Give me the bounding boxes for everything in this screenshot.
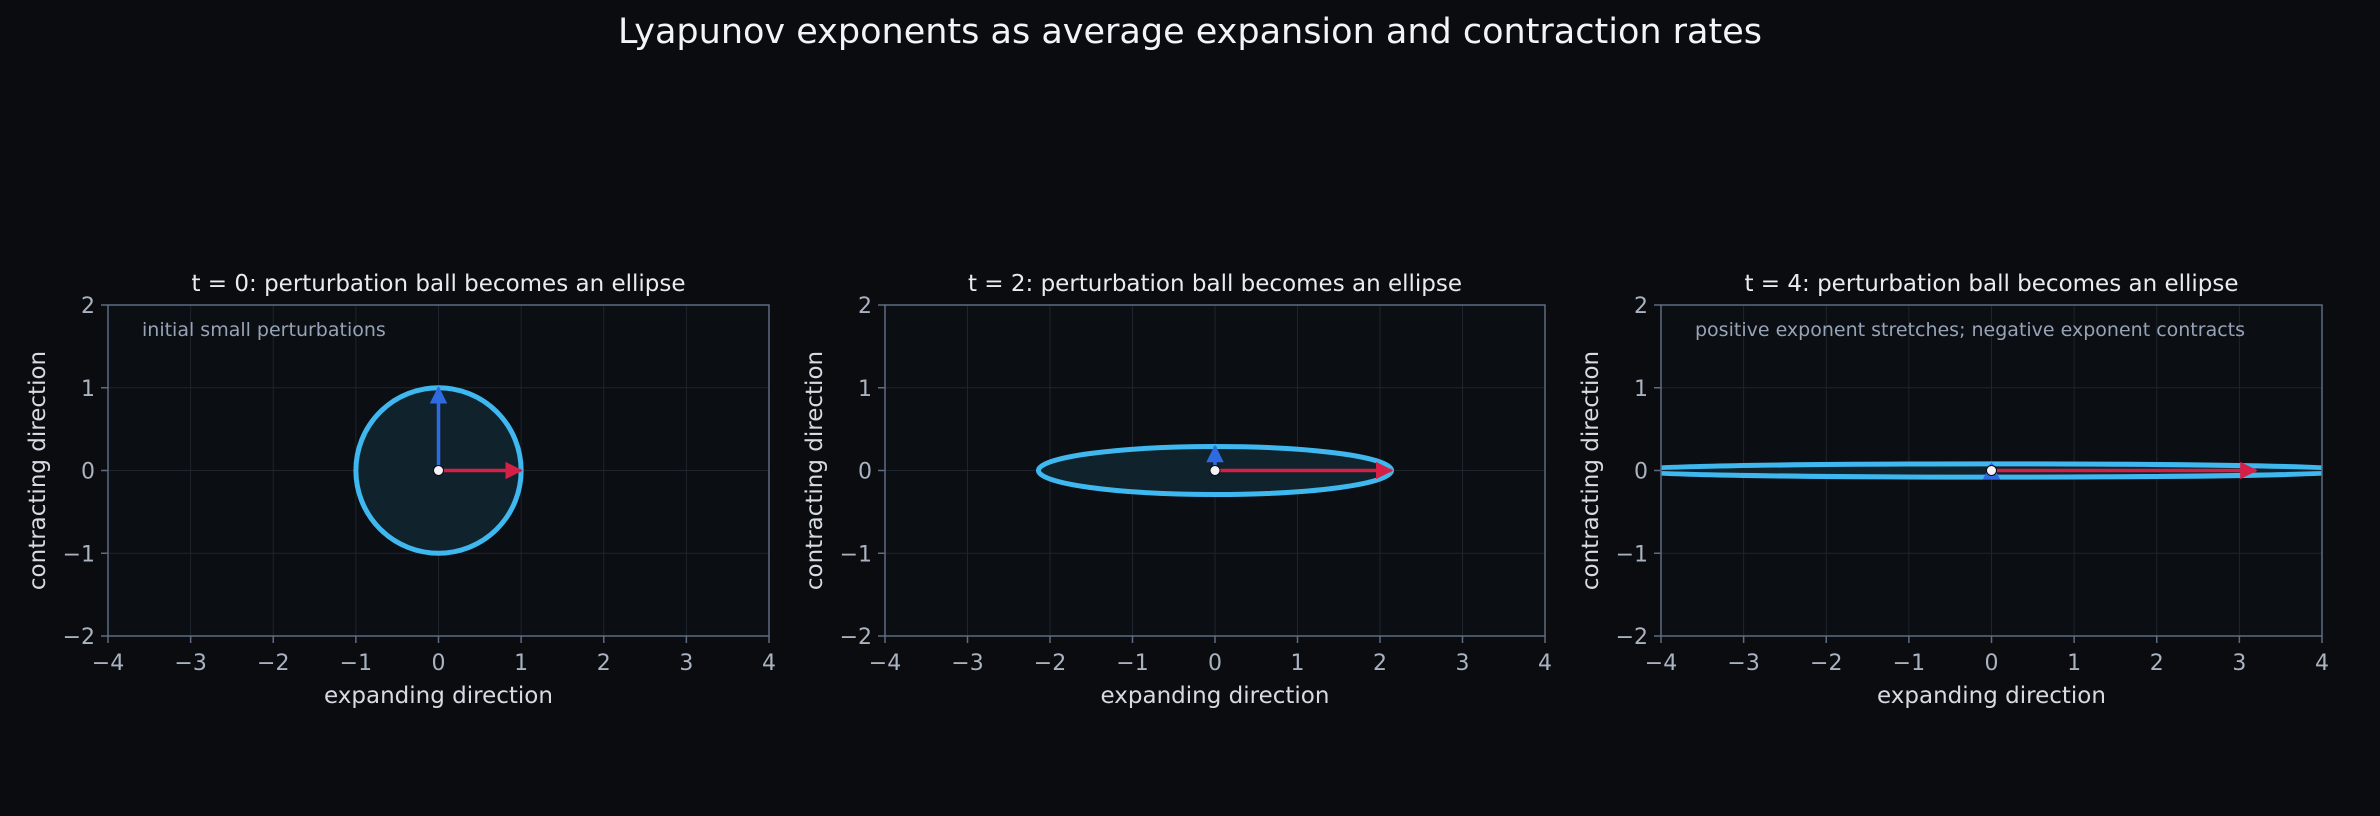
y-tick-label: −2 bbox=[840, 625, 872, 650]
y-axis-label: contracting direction bbox=[802, 351, 828, 590]
x-tick-label: 3 bbox=[1456, 651, 1470, 676]
y-axis-label: contracting direction bbox=[1578, 351, 1604, 590]
x-tick-label: 1 bbox=[1291, 651, 1305, 676]
plot-content bbox=[353, 385, 524, 556]
x-axis-label: expanding direction bbox=[1101, 683, 1330, 709]
center-point bbox=[1986, 465, 1997, 476]
x-tick-label: 2 bbox=[1373, 651, 1387, 676]
y-tick-label: 1 bbox=[1634, 377, 1648, 402]
x-tick-label: −4 bbox=[1645, 651, 1677, 676]
plot-content bbox=[1661, 461, 2322, 480]
x-tick-label: −2 bbox=[1034, 651, 1066, 676]
y-tick-label: 1 bbox=[81, 377, 95, 402]
x-tick-label: 4 bbox=[2315, 651, 2329, 676]
x-tick-label: −3 bbox=[1727, 651, 1759, 676]
y-tick-label: 1 bbox=[858, 377, 872, 402]
x-axis-label: expanding direction bbox=[1877, 683, 2106, 709]
panel-title: t = 0: perturbation ball becomes an elli… bbox=[191, 271, 685, 297]
x-tick-label: 2 bbox=[2150, 651, 2164, 676]
y-tick-label: 0 bbox=[1634, 460, 1648, 485]
x-tick-label: −4 bbox=[869, 651, 901, 676]
y-tick-label: 2 bbox=[858, 294, 872, 319]
panel-1: −4 −3 −2 −1 0 1 2 3 4 −2 −1 0 1 2 expanding direction c… bbox=[25, 271, 776, 709]
ticks: −4 −3 −2 −1 0 1 2 3 4 −2 −1 0 1 2 bbox=[1616, 294, 2329, 676]
x-axis-label: expanding direction bbox=[324, 683, 553, 709]
center-point bbox=[1209, 465, 1221, 476]
y-tick-label: −2 bbox=[1616, 625, 1648, 650]
panel-title: t = 4: perturbation ball becomes an elli… bbox=[1744, 271, 2238, 297]
y-tick-label: 0 bbox=[81, 460, 95, 485]
x-tick-label: 3 bbox=[2232, 651, 2246, 676]
x-tick-label: −1 bbox=[340, 651, 372, 676]
center-point bbox=[433, 465, 444, 476]
x-tick-label: 0 bbox=[1208, 651, 1222, 676]
x-tick-label: 0 bbox=[1985, 651, 1999, 676]
ticks: −4 −3 −2 −1 0 1 2 3 4 −2 −1 0 1 2 bbox=[63, 294, 776, 676]
ticks: −4 −3 −2 −1 0 1 2 3 4 −2 −1 0 1 2 bbox=[840, 294, 1552, 676]
y-tick-label: −2 bbox=[63, 625, 95, 650]
panel-3: −4 −3 −2 −1 0 1 2 3 4 −2 −1 0 1 2 expanding direction c… bbox=[1578, 271, 2329, 709]
y-axis-label: contracting direction bbox=[25, 351, 51, 590]
x-tick-label: 3 bbox=[679, 651, 693, 676]
panel-annotation: positive exponent stretches; negative ex… bbox=[1695, 319, 2245, 341]
x-tick-label: −2 bbox=[257, 651, 289, 676]
x-tick-label: −1 bbox=[1893, 651, 1925, 676]
x-tick-label: −3 bbox=[951, 651, 983, 676]
y-tick-label: 2 bbox=[1634, 294, 1648, 319]
y-tick-label: 0 bbox=[858, 460, 872, 485]
figure-title: Lyapunov exponents as average expansion … bbox=[618, 12, 1762, 52]
panel-annotation: initial small perturbations bbox=[142, 319, 386, 341]
x-tick-label: 0 bbox=[432, 651, 446, 676]
y-tick-label: 2 bbox=[81, 294, 95, 319]
panel-2: −4 −3 −2 −1 0 1 2 3 4 −2 −1 0 1 2 expanding direction c… bbox=[802, 271, 1552, 709]
y-tick-label: −1 bbox=[63, 542, 95, 567]
x-tick-label: −4 bbox=[92, 651, 124, 676]
panels: −4 −3 −2 −1 0 1 2 3 4 −2 −1 0 1 2 expanding direction c… bbox=[25, 271, 2329, 709]
x-tick-label: −3 bbox=[174, 651, 206, 676]
x-tick-label: 4 bbox=[762, 651, 776, 676]
x-tick-label: 1 bbox=[2067, 651, 2081, 676]
plot-content bbox=[1035, 444, 1395, 497]
x-tick-label: 2 bbox=[597, 651, 611, 676]
panel-title: t = 2: perturbation ball becomes an elli… bbox=[968, 271, 1462, 297]
x-tick-label: −1 bbox=[1116, 651, 1148, 676]
y-tick-label: −1 bbox=[840, 542, 872, 567]
x-tick-label: −2 bbox=[1810, 651, 1842, 676]
x-tick-label: 1 bbox=[514, 651, 528, 676]
x-tick-label: 4 bbox=[1538, 651, 1552, 676]
y-tick-label: −1 bbox=[1616, 542, 1648, 567]
